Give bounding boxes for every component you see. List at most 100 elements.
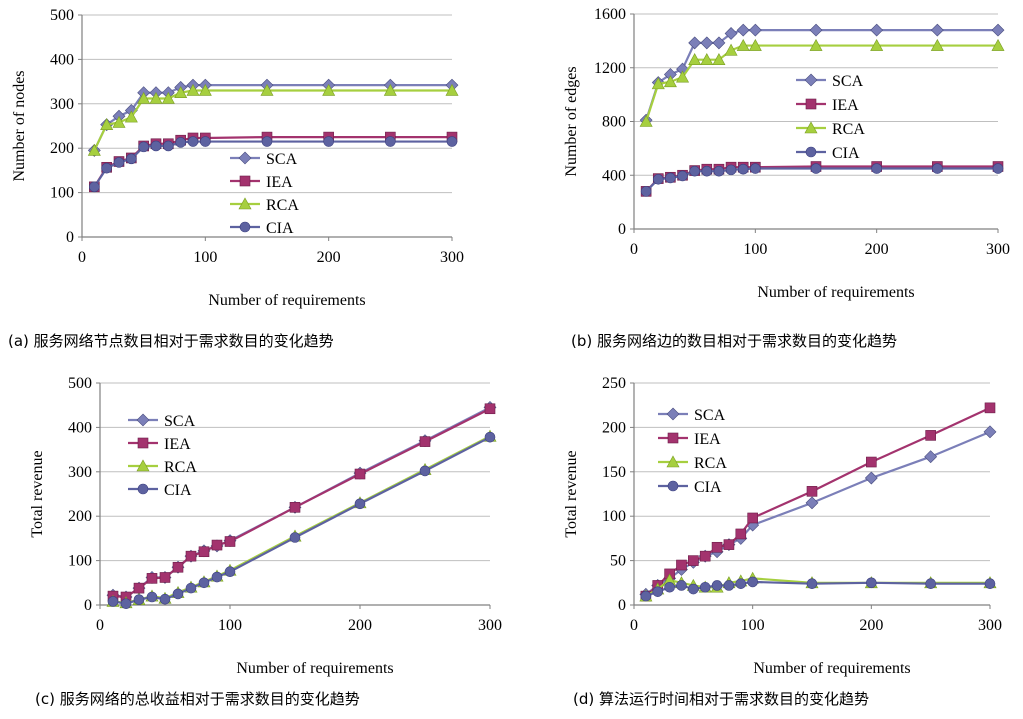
- legend-label-sca: SCA: [266, 151, 298, 168]
- legend-marker-sca: [238, 151, 252, 165]
- data-point-cia: [984, 578, 996, 589]
- data-point-sca: [736, 23, 750, 37]
- data-point-cia: [159, 593, 171, 605]
- y-axis-title: Number of nodes: [11, 70, 28, 181]
- data-point-iea: [747, 512, 758, 524]
- data-point-iea: [735, 528, 747, 540]
- data-point-sca: [805, 496, 819, 510]
- legend-label-cia: CIA: [164, 482, 192, 499]
- data-point-cia: [723, 580, 735, 591]
- y-tick-label: 1200: [594, 60, 626, 77]
- data-point-rca: [651, 77, 665, 90]
- data-point-cia: [289, 532, 301, 543]
- y-tick-label: 0: [84, 597, 92, 614]
- data-point-cia: [146, 591, 158, 603]
- data-point-cia: [735, 578, 747, 589]
- x-tick-label: 200: [859, 617, 883, 634]
- chart-d-svg: 0 50 100 150 200 250 0 100 200 300 Number of requi…: [563, 375, 1002, 677]
- data-point-rca: [198, 83, 212, 96]
- x-tick-label: 0: [630, 617, 638, 634]
- legend-marker-rca: [666, 455, 680, 468]
- legend-marker-cia: [137, 483, 149, 495]
- data-point-cia: [113, 157, 125, 168]
- data-point-cia: [871, 163, 882, 174]
- data-point-iea: [711, 541, 723, 553]
- y-tick-label: 400: [68, 419, 92, 436]
- data-point-iea: [133, 582, 145, 594]
- legend-label-rca: RCA: [832, 121, 865, 138]
- data-point-cia: [737, 163, 749, 175]
- data-point-rca: [137, 91, 151, 104]
- data-point-rca: [809, 38, 823, 51]
- data-point-cia: [133, 594, 145, 605]
- y-tick-label: 400: [602, 167, 626, 184]
- data-point-cia: [185, 582, 197, 594]
- data-point-sca: [924, 450, 938, 464]
- legend: SCA IEA RCA CIA: [128, 413, 197, 499]
- data-point-cia: [101, 162, 112, 174]
- data-point-cia: [126, 153, 137, 165]
- data-point-cia: [711, 580, 723, 591]
- data-point-cia: [354, 498, 366, 510]
- data-point-rca: [112, 115, 126, 128]
- chart-b-caption: (b) 服务网络边的数目相对于需求数目的变化趋势: [571, 332, 897, 350]
- y-tick-label: 150: [602, 464, 626, 481]
- data-point-iea: [688, 555, 699, 566]
- data-point-cia: [932, 163, 943, 174]
- legend-marker-sca: [136, 413, 150, 427]
- chart-a-caption: (a) 服务网络节点数目相对于需求数目的变化趋势: [8, 332, 334, 350]
- legend-marker-rca: [804, 121, 818, 134]
- data-point-cia: [323, 136, 334, 147]
- chart-c-caption: (c) 服务网络的总收益相对于需求数目的变化趋势: [35, 690, 360, 708]
- data-point-cia: [688, 583, 699, 595]
- x-tick-label: 0: [630, 241, 638, 258]
- legend: SCA IEA RCA CIA: [230, 151, 299, 237]
- data-point-rca: [383, 83, 397, 96]
- data-point-cia: [198, 577, 210, 589]
- data-point-iea: [172, 561, 184, 573]
- data-point-cia: [676, 580, 687, 591]
- y-tick-label: 300: [50, 96, 74, 113]
- chart-b-svg: 0 400 800 1200 1600 0 100 200 300 Number of requi…: [563, 6, 1010, 301]
- data-point-rca: [322, 83, 336, 96]
- data-point-cia: [150, 140, 162, 152]
- data-point-cia: [866, 577, 877, 589]
- data-point-cia: [446, 136, 458, 147]
- data-point-cia: [640, 186, 652, 197]
- data-point-rca: [260, 83, 274, 96]
- data-point-cia: [89, 181, 100, 193]
- legend-marker-rca: [136, 459, 150, 472]
- data-point-iea: [159, 572, 171, 583]
- x-axis-title: Number of requirements: [757, 284, 914, 301]
- data-point-cia: [120, 598, 132, 609]
- y-tick-label: 800: [602, 114, 626, 131]
- legend-label-iea: IEA: [694, 431, 721, 448]
- x-tick-label: 300: [478, 617, 502, 634]
- data-point-cia: [810, 163, 822, 174]
- x-tick-label: 300: [986, 241, 1010, 258]
- data-point-iea: [224, 536, 236, 547]
- data-point-cia: [175, 137, 186, 148]
- data-point-cia: [652, 173, 664, 185]
- data-point-cia: [138, 141, 149, 153]
- data-point-cia: [725, 164, 737, 176]
- legend-label-iea: IEA: [164, 436, 191, 453]
- data-point-cia: [163, 140, 174, 152]
- series-sca: [639, 23, 1005, 127]
- y-tick-label: 100: [50, 185, 74, 202]
- x-tick-label: 0: [78, 249, 86, 266]
- data-point-rca: [736, 38, 750, 51]
- legend: SCA IEA RCA CIA: [796, 73, 865, 162]
- legend-marker-sca: [666, 407, 680, 421]
- data-point-cia: [224, 566, 236, 577]
- data-point-cia: [484, 431, 496, 443]
- data-point-rca: [748, 38, 762, 51]
- data-point-cia: [699, 581, 711, 593]
- data-point-cia: [992, 163, 1004, 174]
- chart-d-caption: (d) 算法运行时间相对于需求数目的变化趋势: [573, 690, 869, 708]
- y-axis-title: Number of edges: [563, 66, 580, 176]
- data-point-cia: [664, 581, 675, 593]
- data-point-sca: [983, 425, 997, 439]
- data-point-cia: [640, 590, 652, 602]
- data-point-rca: [149, 91, 163, 104]
